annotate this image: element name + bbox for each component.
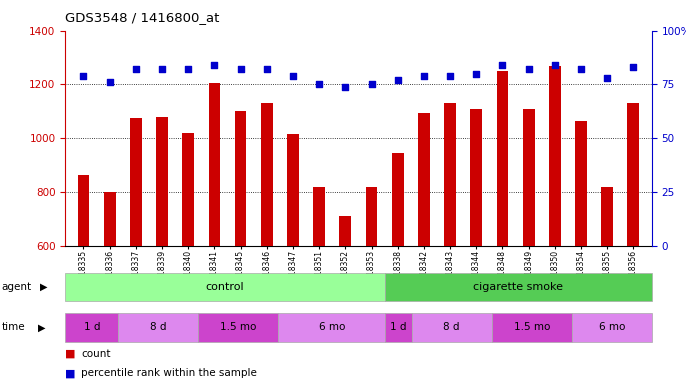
Point bbox=[366, 81, 377, 88]
Bar bbox=[602, 187, 613, 246]
Bar bbox=[235, 111, 246, 246]
Bar bbox=[523, 109, 534, 246]
Text: 8 d: 8 d bbox=[150, 322, 167, 333]
Bar bbox=[628, 103, 639, 246]
Bar bbox=[65, 273, 385, 301]
Text: control: control bbox=[206, 282, 244, 292]
Point bbox=[314, 81, 324, 88]
Text: 1.5 mo: 1.5 mo bbox=[220, 322, 257, 333]
Bar bbox=[392, 153, 403, 246]
Point bbox=[471, 71, 482, 77]
Bar bbox=[340, 216, 351, 246]
Point bbox=[287, 73, 298, 79]
Text: ■: ■ bbox=[65, 368, 75, 378]
Text: ▶: ▶ bbox=[38, 322, 45, 333]
Text: 6 mo: 6 mo bbox=[598, 322, 625, 333]
Bar bbox=[279, 313, 385, 342]
Bar bbox=[198, 313, 279, 342]
Point bbox=[104, 79, 115, 85]
Point bbox=[392, 77, 403, 83]
Bar bbox=[209, 83, 220, 246]
Bar bbox=[492, 313, 571, 342]
Text: time: time bbox=[1, 322, 25, 333]
Bar bbox=[385, 273, 652, 301]
Bar bbox=[471, 109, 482, 246]
Text: 6 mo: 6 mo bbox=[318, 322, 345, 333]
Point bbox=[261, 66, 272, 73]
Bar bbox=[497, 71, 508, 246]
Point bbox=[340, 84, 351, 90]
Text: agent: agent bbox=[1, 282, 32, 292]
Point bbox=[523, 66, 534, 73]
Bar bbox=[445, 103, 456, 246]
Text: 1 d: 1 d bbox=[84, 322, 100, 333]
Bar bbox=[261, 103, 272, 246]
Bar bbox=[65, 313, 119, 342]
Point bbox=[209, 62, 220, 68]
Point bbox=[78, 73, 89, 79]
Bar bbox=[549, 66, 560, 246]
Bar bbox=[571, 313, 652, 342]
Text: GDS3548 / 1416800_at: GDS3548 / 1416800_at bbox=[65, 12, 220, 25]
Bar bbox=[287, 134, 299, 246]
Point bbox=[418, 73, 429, 79]
Bar bbox=[119, 313, 198, 342]
Text: ■: ■ bbox=[65, 349, 75, 359]
Point bbox=[549, 62, 560, 68]
Point bbox=[497, 62, 508, 68]
Bar bbox=[385, 313, 412, 342]
Bar bbox=[104, 192, 115, 246]
Text: percentile rank within the sample: percentile rank within the sample bbox=[81, 368, 257, 378]
Point bbox=[156, 66, 167, 73]
Text: cigarette smoke: cigarette smoke bbox=[473, 282, 563, 292]
Bar bbox=[575, 121, 587, 246]
Point bbox=[235, 66, 246, 73]
Bar bbox=[182, 133, 194, 246]
Bar bbox=[366, 187, 377, 246]
Bar bbox=[314, 187, 325, 246]
Point bbox=[182, 66, 193, 73]
Point bbox=[628, 64, 639, 70]
Bar bbox=[418, 113, 430, 246]
Point bbox=[445, 73, 456, 79]
Point bbox=[130, 66, 141, 73]
Bar bbox=[130, 118, 142, 246]
Bar bbox=[156, 117, 168, 246]
Text: 8 d: 8 d bbox=[443, 322, 460, 333]
Point bbox=[576, 66, 587, 73]
Text: 1.5 mo: 1.5 mo bbox=[514, 322, 550, 333]
Text: ▶: ▶ bbox=[40, 282, 47, 292]
Text: count: count bbox=[81, 349, 110, 359]
Text: 1 d: 1 d bbox=[390, 322, 407, 333]
Bar bbox=[412, 313, 492, 342]
Bar bbox=[78, 174, 89, 246]
Point bbox=[602, 75, 613, 81]
